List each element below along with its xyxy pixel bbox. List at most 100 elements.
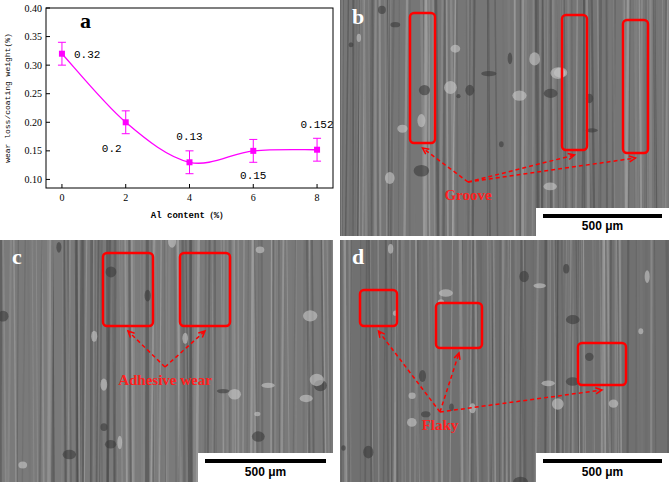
streak: [373, 240, 374, 482]
error-cap: [122, 133, 130, 134]
debris: [542, 380, 555, 386]
streak: [588, 240, 589, 482]
streak: [638, 240, 639, 482]
streak: [604, 240, 605, 482]
streak: [556, 240, 558, 482]
streak: [204, 240, 205, 482]
streak: [539, 240, 541, 482]
streak: [536, 0, 538, 236]
debris: [303, 310, 317, 321]
streak: [583, 240, 585, 482]
debris: [419, 85, 430, 95]
streak: [509, 0, 511, 236]
streak: [164, 240, 166, 482]
streak: [526, 0, 527, 236]
streak: [609, 240, 612, 482]
streak: [278, 240, 280, 482]
data-group: [58, 42, 321, 173]
streak: [370, 0, 373, 236]
streak: [551, 0, 553, 236]
scale-bar-label: 500 μm: [582, 465, 623, 479]
streak: [536, 240, 538, 482]
streak: [609, 240, 611, 482]
streak: [571, 0, 573, 236]
y-tick: [46, 36, 50, 37]
streak: [493, 240, 495, 482]
streak: [481, 240, 482, 482]
streak: [36, 240, 37, 482]
streak: [649, 0, 652, 236]
streak: [582, 0, 584, 236]
streak: [639, 0, 642, 236]
streak: [251, 240, 253, 482]
streak: [189, 240, 192, 482]
streak: [346, 0, 349, 236]
streak: [461, 240, 462, 482]
panel-letter: d: [352, 244, 364, 269]
y-axis-title: wear loss/coating weight(%): [3, 33, 12, 163]
streak: [445, 240, 447, 482]
streak: [333, 240, 334, 482]
streak: [377, 240, 379, 482]
streak: [668, 240, 669, 482]
annotation: Flaky: [422, 417, 459, 433]
streak: [440, 240, 442, 482]
streak: [194, 240, 195, 482]
arrow-line: [440, 390, 602, 412]
streak: [319, 240, 321, 482]
streak: [487, 240, 489, 482]
debris: [417, 114, 425, 127]
streak: [62, 240, 63, 482]
streak: [281, 240, 283, 482]
streak: [398, 0, 400, 236]
streak: [490, 240, 492, 482]
x-tick-label: 4: [187, 192, 192, 203]
streak: [379, 0, 382, 236]
streak: [579, 240, 581, 482]
streak: [364, 0, 366, 236]
streak: [190, 240, 191, 482]
streak: [301, 240, 303, 482]
streak: [641, 240, 642, 482]
streak: [365, 240, 367, 482]
streak: [633, 0, 635, 236]
x-axis-title: Al content（%）: [151, 211, 228, 221]
debris: [63, 450, 76, 460]
streak: [64, 240, 66, 482]
streak: [351, 0, 353, 236]
scale-bar-box: [536, 453, 669, 482]
y-tick-label: 0.25: [25, 88, 43, 99]
streak: [270, 240, 272, 482]
streak: [404, 240, 405, 482]
streak: [142, 240, 144, 482]
debris: [408, 393, 415, 399]
error-cap: [249, 139, 257, 140]
streak: [147, 240, 149, 482]
y-tick-label: 0.35: [25, 31, 43, 42]
streak: [576, 0, 577, 236]
streak: [544, 0, 546, 236]
streak: [278, 240, 280, 482]
x-tick-label: 8: [315, 192, 320, 203]
streak: [494, 240, 496, 482]
arrow-line: [423, 148, 469, 182]
error-bar: [58, 42, 66, 65]
streak: [391, 240, 392, 482]
streak: [208, 240, 210, 482]
debris: [105, 440, 116, 449]
sem-image: [340, 0, 669, 236]
streak: [90, 240, 93, 482]
streak: [340, 240, 341, 482]
streak: [167, 240, 169, 482]
highlight-box: [623, 20, 648, 153]
streak: [377, 240, 379, 482]
error-cap: [122, 110, 130, 111]
highlight-box: [410, 13, 435, 143]
streak: [69, 240, 70, 482]
marker: [59, 51, 65, 57]
streak: [554, 0, 556, 236]
plot-frame: [46, 8, 333, 188]
debris: [363, 446, 373, 459]
x-tick: [317, 184, 318, 188]
panel-a: 0.100.150.200.250.300.350.4002468Al cont…: [3, 3, 334, 222]
